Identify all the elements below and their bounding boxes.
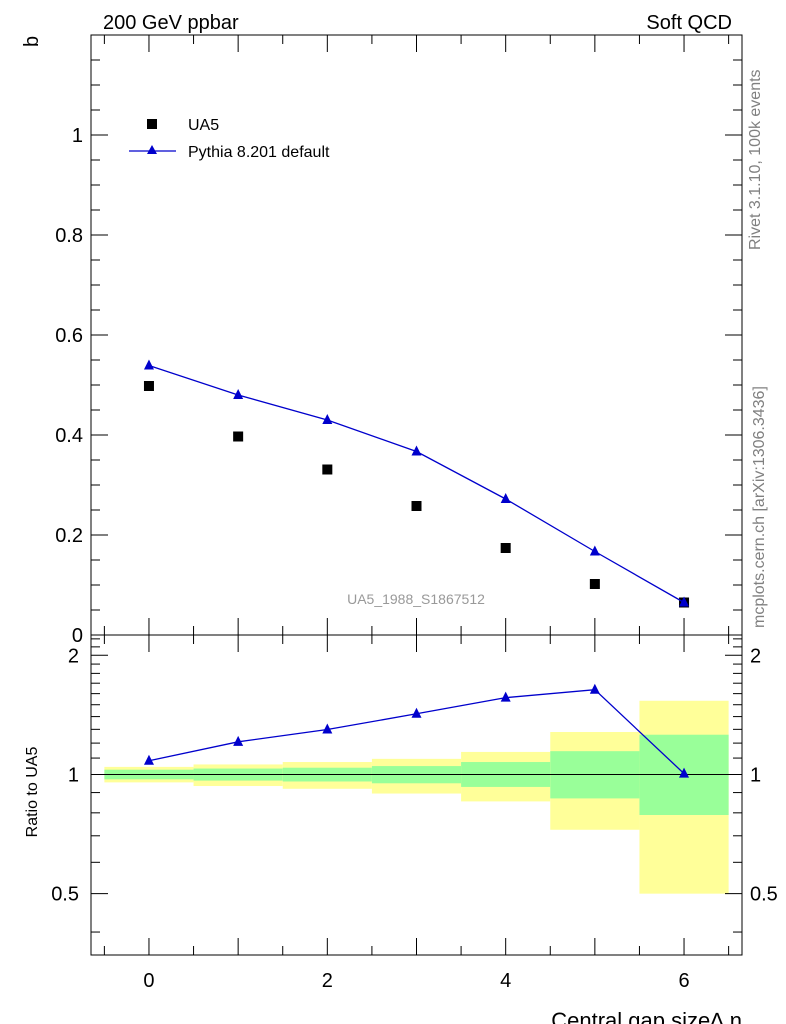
pythia-point-2 bbox=[322, 414, 333, 424]
xtick-label-2: 4 bbox=[500, 970, 511, 992]
ratio-point-5 bbox=[589, 683, 600, 694]
ua5-point-4 bbox=[500, 543, 511, 553]
top-ytick-label-3: 0.6 bbox=[55, 325, 83, 347]
ratio-point-6 bbox=[679, 767, 690, 778]
xtick-label-3: 6 bbox=[678, 970, 689, 992]
ratio-point-1 bbox=[233, 735, 244, 746]
ratio-point-2 bbox=[322, 723, 333, 734]
header-right-title: Soft QCD bbox=[646, 12, 732, 34]
pythia-point-0 bbox=[143, 359, 154, 370]
bottom-ylabel: Ratio to UA5 bbox=[24, 747, 41, 838]
xtick-label-1: 2 bbox=[322, 970, 333, 992]
ratio-point-3 bbox=[411, 707, 422, 718]
xtick-label-0: 0 bbox=[143, 970, 154, 992]
ratio-point-0 bbox=[143, 754, 154, 765]
ua5-point-0 bbox=[143, 381, 154, 391]
ua5-point-5 bbox=[589, 579, 600, 589]
analysis-watermark: UA5_1988_S1867512 bbox=[347, 591, 485, 607]
legend-marker-ua5 bbox=[147, 119, 157, 129]
pythia-point-4 bbox=[500, 493, 511, 503]
bottom-ytick-label-left-2: 2 bbox=[68, 645, 79, 667]
mcplots-reference-text: mcplots.cern.ch [arXiv:1306.3436] bbox=[751, 386, 768, 628]
top-ytick-label-4: 0.8 bbox=[55, 225, 83, 247]
top-ytick-label-0: 0 bbox=[72, 625, 83, 647]
pythia-point-3 bbox=[411, 445, 422, 456]
ratio-point-4 bbox=[500, 691, 511, 702]
ua5-point-2 bbox=[322, 464, 333, 475]
legend-label-pythia: Pythia 8.201 default bbox=[188, 144, 330, 161]
top-ytick-label-1: 0.2 bbox=[55, 525, 83, 547]
bottom-ytick-label-right-2: 2 bbox=[750, 645, 761, 667]
bottom-ytick-label-left-0: 0.5 bbox=[51, 884, 79, 906]
legend-marker-pythia bbox=[147, 145, 157, 154]
ua5-point-1 bbox=[233, 431, 244, 442]
legend: UA5 Pythia 8.201 default bbox=[129, 117, 330, 161]
xlabel: Central gap size∆ η bbox=[551, 1008, 742, 1024]
rivet-version-text: Rivet 3.1.10, 100k events bbox=[747, 69, 764, 250]
top-ylabel: b bbox=[21, 36, 43, 47]
pythia-line bbox=[148, 364, 685, 604]
top-ytick-label-2: 0.4 bbox=[55, 425, 83, 447]
pythia-point-5 bbox=[589, 545, 600, 556]
legend-label-ua5: UA5 bbox=[188, 117, 219, 134]
bottom-ytick-label-right-1: 1 bbox=[750, 764, 761, 786]
pythia-point-6 bbox=[679, 596, 690, 607]
ua5-point-3 bbox=[411, 501, 422, 511]
pythia-point-1 bbox=[233, 389, 244, 399]
header-left-title: 200 GeV ppbar bbox=[103, 12, 239, 34]
data-marks bbox=[143, 359, 690, 778]
uncertainty-bands bbox=[104, 700, 729, 894]
bottom-ytick-label-left-1: 1 bbox=[68, 764, 79, 786]
bottom-ytick-label-right-0: 0.5 bbox=[750, 884, 778, 906]
top-ytick-label-5: 1 bbox=[72, 125, 83, 147]
